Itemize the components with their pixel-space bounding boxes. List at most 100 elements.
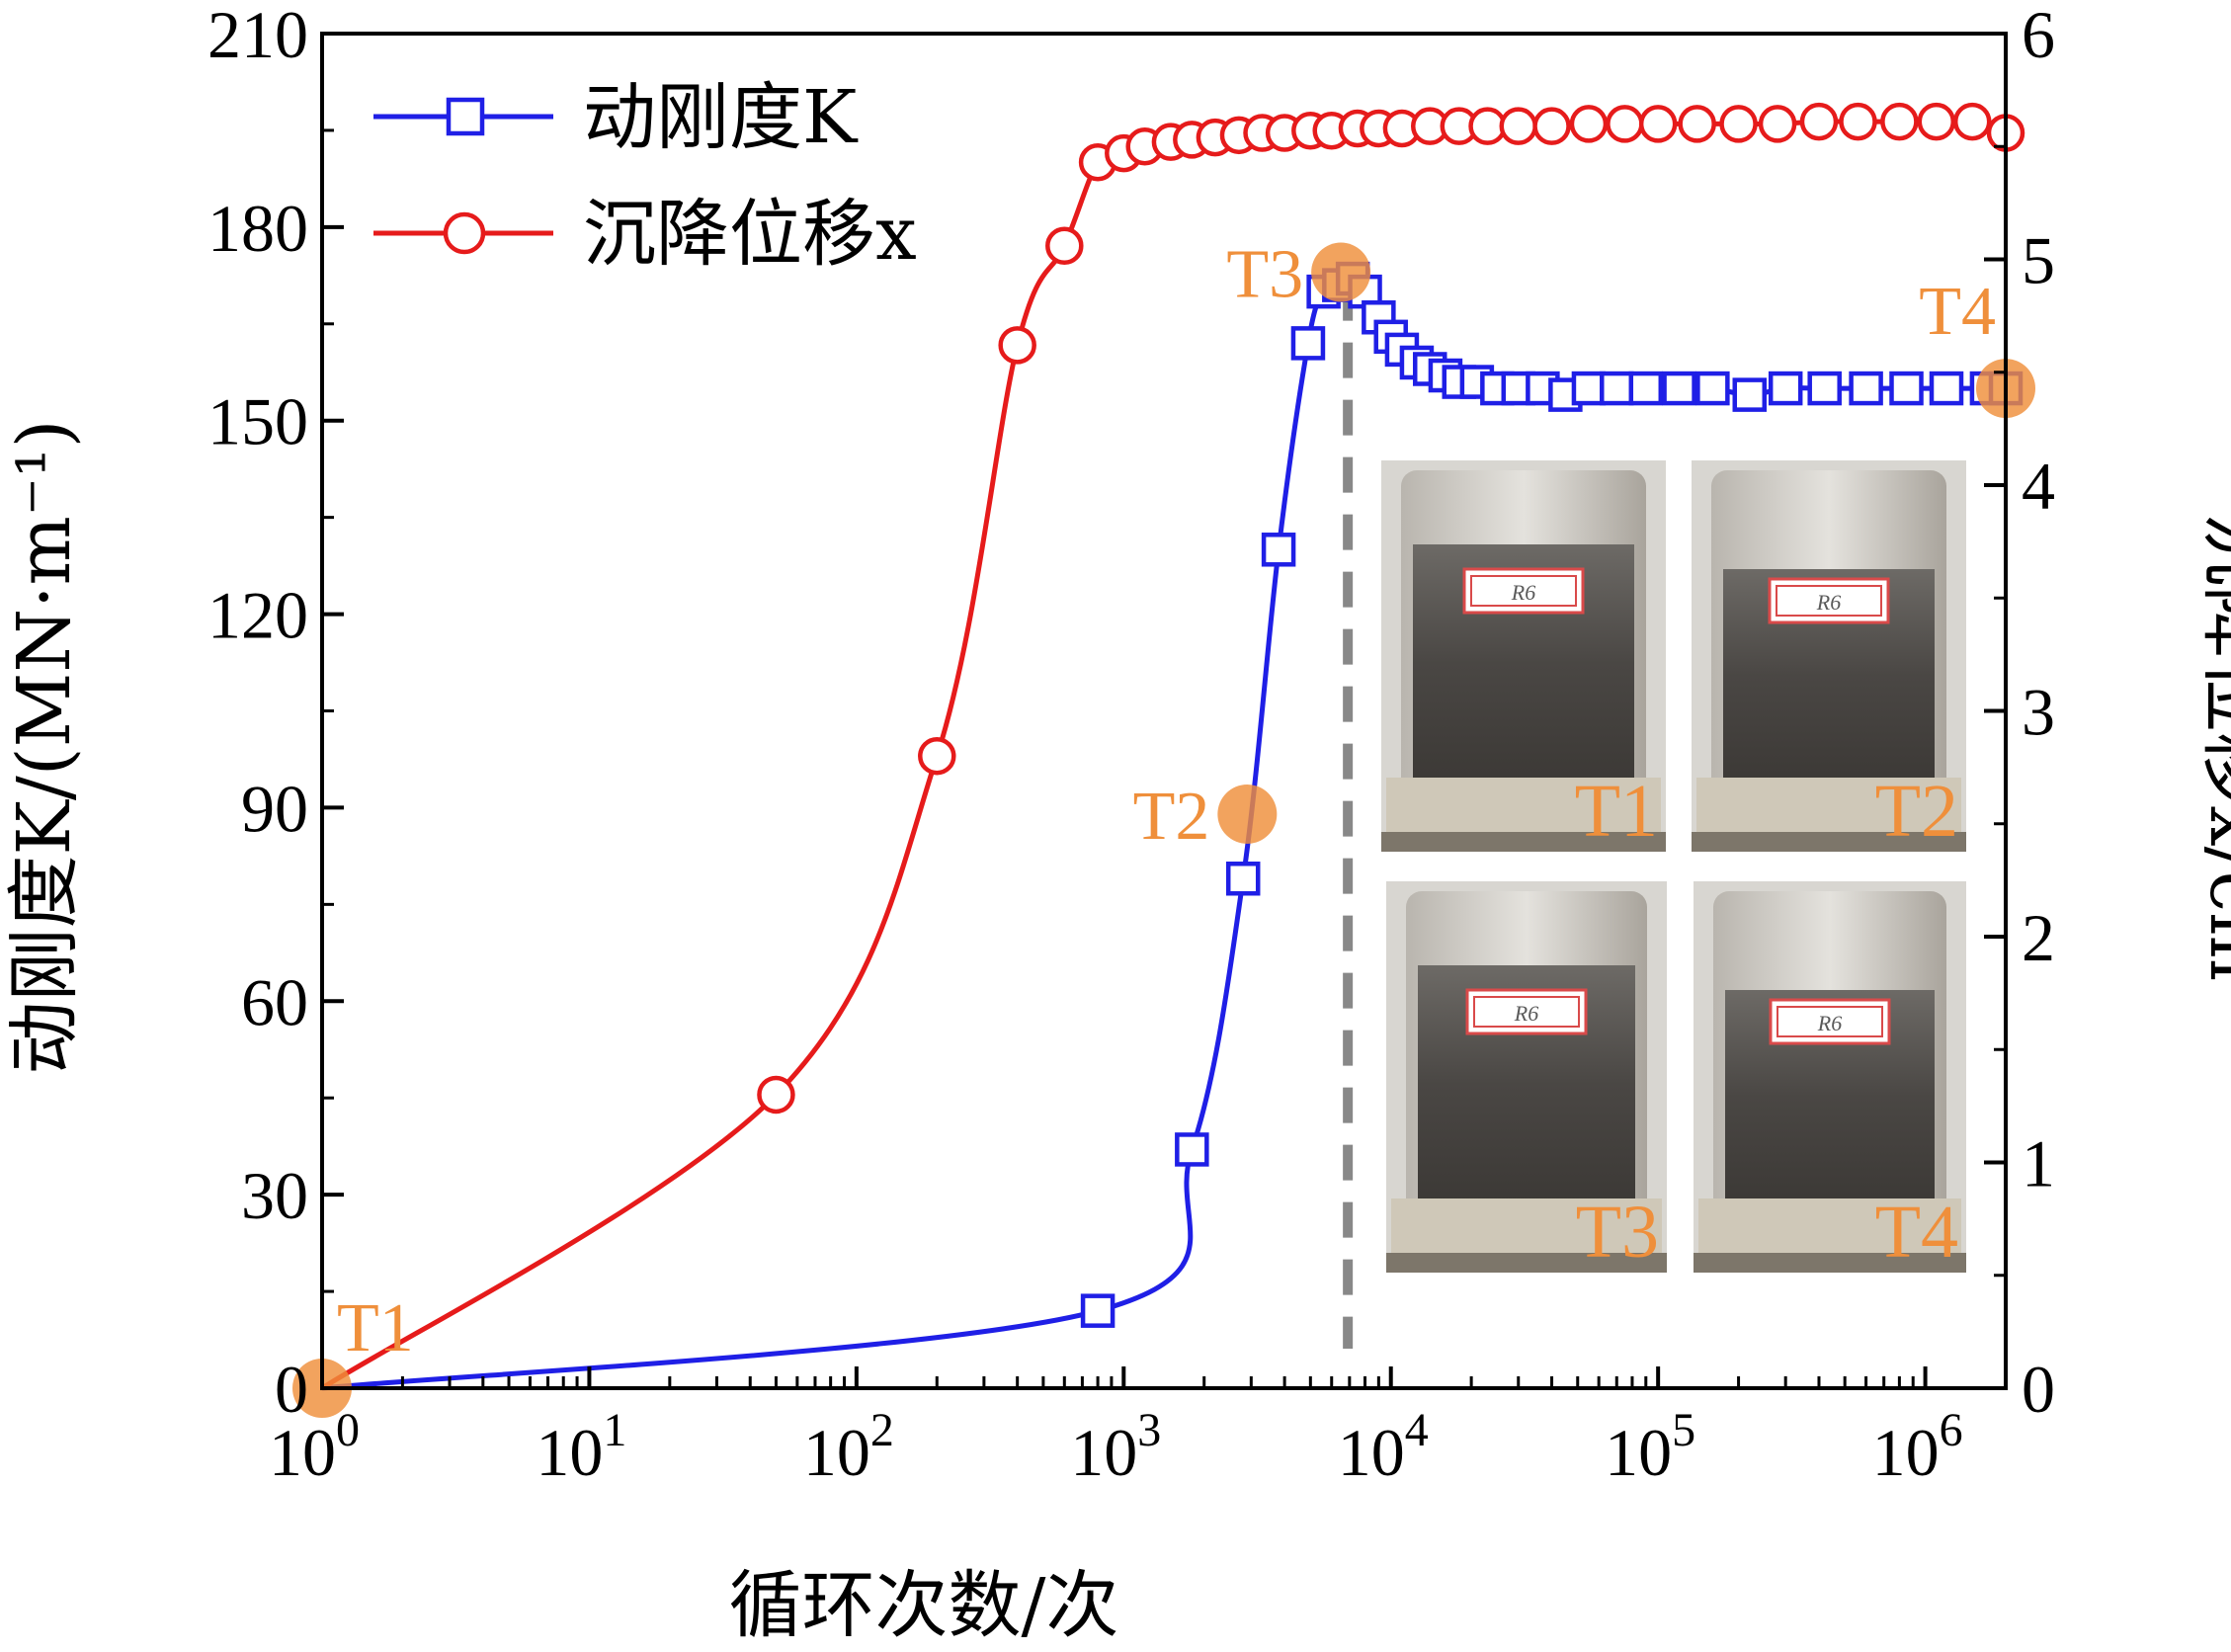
- data-point: [1719, 105, 1758, 143]
- data-point: [1261, 533, 1296, 567]
- x-tick-label: 100: [269, 1404, 360, 1490]
- data-point: [1758, 105, 1797, 143]
- data-point: [1768, 371, 1803, 406]
- data-point: [1532, 107, 1571, 145]
- data-point: [1290, 326, 1326, 361]
- cylinder-base: [1698, 1198, 1961, 1263]
- annotation-t2: T2: [1133, 779, 1278, 855]
- sample-tag-border: [1470, 575, 1577, 607]
- sample-tag-border: [1473, 996, 1580, 1028]
- data-point: [1849, 371, 1883, 406]
- annotation-marker: [1311, 242, 1371, 302]
- data-point: [1045, 226, 1084, 266]
- x-tick-label: 102: [803, 1404, 894, 1490]
- data-point: [1807, 371, 1842, 406]
- y-right-tick-label: 5: [2022, 223, 2055, 298]
- inset-photo-3: R6 T3: [1386, 881, 1667, 1274]
- annotation-label: T3: [1226, 237, 1303, 313]
- annotation-label: T2: [1133, 779, 1210, 855]
- sample-tag-text: R6: [1514, 1001, 1538, 1026]
- data-point: [918, 736, 956, 776]
- cylinder-base: [1696, 778, 1961, 842]
- data-point: [1638, 105, 1678, 143]
- y-left-tick-label: 180: [207, 191, 308, 266]
- annotation-t1: T1: [292, 1290, 414, 1418]
- y-right-tick-label: 2: [2022, 900, 2055, 975]
- inset-photo-2: R6 T2: [1692, 460, 1966, 853]
- data-point: [1571, 371, 1607, 406]
- data-point: [1695, 371, 1730, 406]
- cylinder-base: [1391, 1198, 1662, 1263]
- sample-tag-border: [1776, 585, 1882, 617]
- legend-marker: [443, 211, 486, 255]
- data-point: [1080, 1293, 1116, 1328]
- x-tick-label: 104: [1338, 1404, 1429, 1490]
- inset-photo-1: R6 T1: [1381, 460, 1666, 853]
- data-point: [1628, 371, 1664, 406]
- inset-label: T3: [1576, 1191, 1659, 1274]
- data-point: [1839, 102, 1877, 141]
- legend-marker: [446, 97, 485, 136]
- data-point: [1929, 371, 1964, 406]
- inset-label: T2: [1875, 770, 1958, 853]
- y-axis-right-title: 沉降位移x/cm: [2193, 513, 2231, 981]
- data-point: [1889, 371, 1924, 406]
- data-point: [1468, 107, 1507, 145]
- inset-label: T1: [1575, 770, 1658, 853]
- series-layer: [320, 102, 2025, 1391]
- photo-table: [1694, 1253, 1966, 1273]
- x-tick-label: 106: [1872, 1404, 1963, 1490]
- y-right-tick-label: 0: [2022, 1352, 2055, 1427]
- data-point: [1600, 371, 1634, 406]
- data-point: [1917, 102, 1956, 141]
- legend: 动刚度K 沉降位移x: [373, 75, 917, 277]
- data-point: [998, 326, 1036, 365]
- axes-layer: 100 101 102 103 104 105 1060306090120150180210…: [207, 0, 2055, 1490]
- annotation-label: T1: [337, 1290, 414, 1366]
- inset-photo-4: R6 T4: [1694, 881, 1966, 1274]
- legend-label: 沉降位移x: [583, 192, 917, 277]
- y-right-tick-label: 6: [2022, 0, 2055, 72]
- data-point: [1799, 102, 1839, 141]
- y-left-tick-label: 150: [207, 384, 308, 459]
- data-point: [1225, 861, 1261, 896]
- data-point: [1606, 105, 1644, 143]
- y-left-tick-label: 210: [207, 0, 308, 72]
- x-tick-label: 101: [536, 1404, 626, 1490]
- y-right-tick-label: 4: [2022, 449, 2055, 524]
- sample-tag-text: R6: [1511, 580, 1535, 605]
- photo-table: [1381, 832, 1666, 852]
- data-point: [1880, 102, 1919, 141]
- sample-tag-text: R6: [1817, 1011, 1842, 1035]
- photo-table: [1386, 1253, 1667, 1273]
- data-point: [1678, 105, 1716, 143]
- y-left-tick-label: 30: [241, 1158, 308, 1233]
- data-point: [1732, 377, 1768, 412]
- cylinder-base: [1386, 778, 1661, 842]
- y-axis-left-title: 动刚度K/(MN·m⁻¹): [2, 420, 87, 1075]
- sample-tag-text: R6: [1816, 590, 1841, 615]
- data-point: [1499, 107, 1538, 145]
- data-point: [1952, 102, 1992, 141]
- y-left-tick-label: 0: [275, 1352, 308, 1427]
- series-stiffness: [321, 261, 2024, 1391]
- data-point: [1175, 1132, 1209, 1167]
- annotation-marker: [1217, 784, 1278, 844]
- photo-table: [1692, 832, 1966, 852]
- data-point: [1569, 105, 1609, 143]
- y-right-tick-label: 1: [2022, 1126, 2055, 1201]
- y-left-tick-label: 90: [241, 771, 308, 846]
- legend-item-2: 沉降位移x: [373, 192, 917, 277]
- annotation-t4: T4: [1919, 274, 2035, 419]
- data-point: [1662, 371, 1696, 406]
- legend-label: 动刚度K: [583, 75, 859, 160]
- legend-item-1: 动刚度K: [373, 75, 859, 160]
- inset-label: T4: [1875, 1191, 1958, 1274]
- y-right-tick-label: 3: [2022, 675, 2055, 750]
- x-tick-label: 105: [1605, 1404, 1695, 1490]
- series-settlement: [320, 102, 2025, 1391]
- y-left-tick-label: 120: [207, 578, 308, 653]
- y-left-tick-label: 60: [241, 964, 308, 1039]
- annotation-label: T4: [1919, 274, 1996, 350]
